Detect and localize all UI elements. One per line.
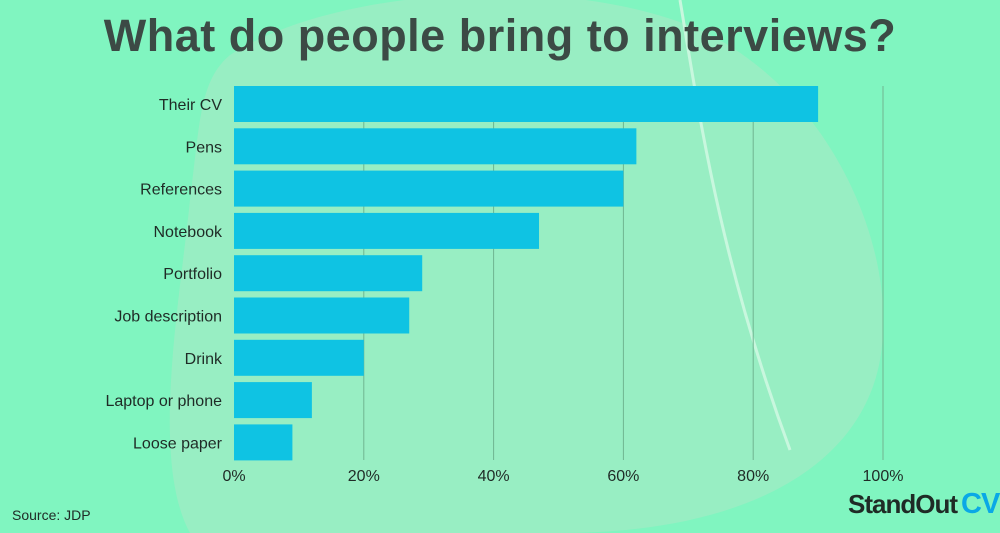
category-label: Pens: [186, 139, 222, 156]
category-label: Laptop or phone: [105, 393, 222, 410]
category-label: Portfolio: [163, 266, 222, 283]
bar: [234, 86, 819, 122]
category-label: Notebook: [154, 224, 223, 241]
x-tick-label: 80%: [737, 468, 769, 485]
bar: [234, 212, 540, 249]
category-label: Drink: [185, 351, 223, 368]
bar: [234, 339, 364, 376]
chart-title: What do people bring to interviews?: [103, 10, 897, 61]
standout-cv-logo: StandOut CV: [848, 488, 1000, 521]
logo-text-standout: StandOut: [848, 489, 958, 519]
category-label: References: [140, 182, 222, 199]
bars: [234, 86, 819, 461]
x-tick-label: 20%: [348, 468, 380, 485]
bar: [234, 424, 293, 461]
bar: [234, 382, 312, 419]
logo-text-cv: CV: [961, 488, 1000, 520]
category-label: Job description: [114, 309, 222, 326]
x-tick-label: 100%: [863, 468, 904, 485]
bar: [234, 297, 410, 334]
x-tick-label: 40%: [478, 468, 510, 485]
source-note: Source: JDP: [12, 507, 91, 523]
bar: [234, 255, 423, 292]
bar: [234, 128, 637, 165]
x-tick-labels: 0% 20% 40% 60% 80% 100%: [222, 468, 903, 485]
category-labels: Their CV Pens References Notebook Portfolio J…: [105, 97, 223, 452]
background-curve: [678, 0, 792, 451]
category-label: Their CV: [159, 97, 222, 114]
x-tick-label: 60%: [607, 468, 639, 485]
bar: [234, 170, 624, 207]
x-tick-label: 0%: [222, 468, 245, 485]
category-label: Loose paper: [133, 435, 223, 452]
